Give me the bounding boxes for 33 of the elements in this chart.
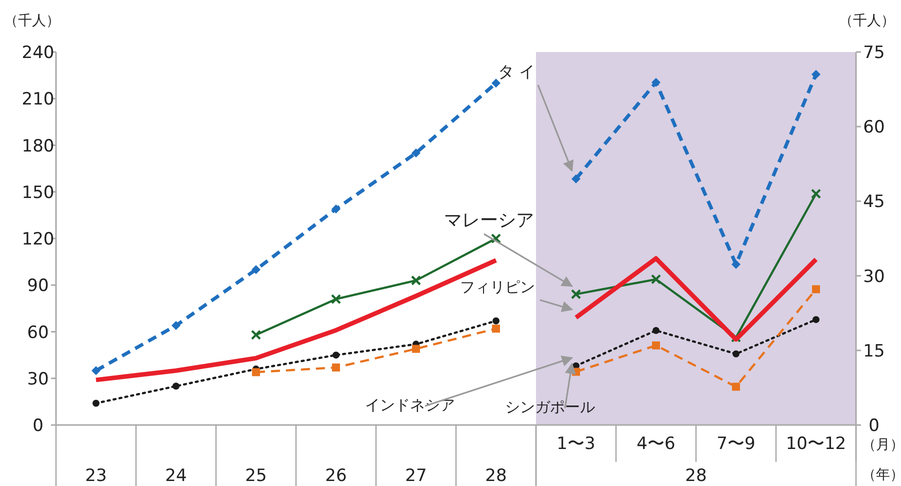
y-tick-label: 120	[22, 230, 54, 250]
y2-tick-label: 30	[863, 266, 885, 287]
text: タ イ	[498, 62, 536, 81]
y2-tick-label: 75	[863, 43, 885, 63]
y-tick-label: 150	[22, 182, 54, 203]
y-tick-label: 180	[22, 136, 54, 156]
y2-tick-label: 60	[863, 118, 885, 138]
text: マレーシア	[444, 210, 534, 231]
y2-tick-label: 0	[868, 416, 880, 436]
x-tick-label: 27	[405, 466, 427, 486]
y2-tick-label: 15	[863, 341, 885, 362]
text: フィリピン	[460, 278, 535, 296]
y-tick-label: 0	[32, 416, 44, 436]
y2-tick-label: 45	[863, 192, 885, 212]
x-tick-label: 28	[485, 466, 507, 486]
y2-axis-title: （千人）	[839, 13, 895, 29]
y-tick-label: 30	[27, 369, 49, 390]
x-tick-label: 24	[165, 466, 187, 486]
x-tick-label: 23	[85, 466, 107, 486]
x-tick-label: 7〜9	[716, 434, 756, 454]
y-tick-label: 240	[22, 43, 54, 63]
x-tick-label: 25	[245, 466, 267, 486]
series-label: シンガポール	[505, 398, 595, 416]
x-tick-label: 26	[325, 466, 347, 486]
x-tick-label: 1〜3	[556, 434, 596, 454]
y-axis-title: （千人）	[4, 13, 60, 29]
text: （年）	[862, 467, 901, 483]
y-tick-label: 90	[27, 276, 49, 296]
x-tick-label: 10〜12	[786, 434, 846, 454]
y-tick-label: 210	[22, 90, 54, 110]
y-tick-label: 60	[27, 322, 49, 343]
text: （月）	[862, 437, 901, 453]
x-tick-label: 4〜6	[636, 434, 676, 454]
